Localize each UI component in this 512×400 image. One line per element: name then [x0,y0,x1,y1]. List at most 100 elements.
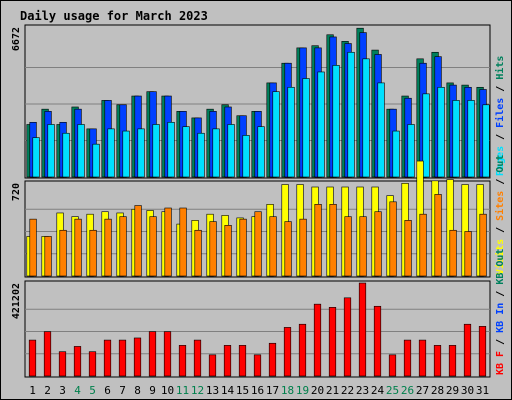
bar-pages [197,132,205,178]
panel-max-label: 720 [11,183,22,201]
bar-kb-f [403,339,412,377]
panel-legend: Pages / Files / Hits [494,56,506,176]
panel-hits_files_pages: 6672 Pages / Files / Hits [11,24,506,179]
day-label: 19 [296,384,309,397]
bar-kb-f [388,354,397,377]
legend-entry: Visits [494,239,506,275]
bar-sites [254,211,262,277]
bar-kb-f [433,345,442,377]
bar-pages [467,100,475,178]
bar-pages [407,124,415,178]
bar-kb-f [208,354,217,377]
bar-kb-f [178,345,187,377]
day-label: 2 [44,384,51,397]
bar-sites [479,213,487,277]
bar-kb-f [418,339,427,377]
bar-pages [257,126,265,178]
bar-pages [62,132,70,178]
day-label: 8 [134,384,141,397]
bar-pages [137,128,145,178]
bar-sites [59,229,67,277]
bar-pages [182,126,190,178]
bar-pages [47,124,55,178]
bar-pages [167,121,175,178]
bar-kb-f [238,345,247,377]
bar-sites [314,204,322,277]
day-label: 6 [104,384,111,397]
bar-pages [227,124,235,178]
legend-separator: / [495,80,506,98]
panel-max-label: 6672 [11,27,22,51]
legend-entry: Sites [494,191,506,221]
bar-kb-f [328,307,337,377]
bar-pages [347,51,355,178]
bar-sites [29,218,37,277]
bar-sites [299,218,307,277]
day-label: 14 [221,384,235,397]
legend-entry: KB Out [495,249,506,285]
bar-kb-f [298,323,307,377]
bar-kb-f [463,323,472,377]
day-label: 15 [236,384,249,397]
day-label: 11 [176,384,189,397]
bar-kb-f [343,297,352,377]
bar-sites [194,229,202,277]
legend-entry: Pages [495,146,506,176]
bar-pages [392,130,400,178]
bar-sites [464,231,472,277]
day-label: 30 [461,384,474,397]
legend-separator: / [495,221,506,239]
bar-kb-f [313,303,322,377]
bar-pages [302,78,310,178]
bar-kb-f [193,339,202,377]
bar-kb-f [73,346,82,377]
day-label: 17 [266,384,279,397]
panel-legend: Visits / Sites / Out [494,155,506,275]
bar-pages [452,100,460,178]
bar-pages [362,58,370,178]
day-label: 13 [206,384,219,397]
bar-kb-f [448,345,457,377]
day-label: 27 [416,384,429,397]
bar-sites [44,236,52,277]
bar-kb-f [283,327,292,377]
legend-separator: / [495,128,506,146]
panel-max-label: 421202 [11,283,22,319]
bar-pages [437,86,445,178]
day-label: 10 [161,384,174,397]
bar-kb-f [58,351,67,377]
legend-entry: KB In [495,303,506,333]
bar-kb-f [118,339,127,377]
bar-sites [149,216,157,277]
legend-separator: / [495,285,506,303]
legend-entry: Hits [494,56,506,80]
legend-separator: / [495,173,506,191]
day-label: 23 [356,384,369,397]
bar-pages [242,135,250,178]
bar-sites [209,221,217,277]
bar-kb-f [28,339,37,377]
bar-kb-f [88,351,97,377]
bar-kb-f [163,331,172,377]
bar-pages [377,82,385,178]
bar-kb-f [103,339,112,377]
day-label: 28 [431,384,444,397]
legend-entry: KB F [495,351,506,375]
day-label: 12 [191,384,204,397]
panel-kbytes: 421202 KB F / KB In / KB Out [11,249,506,378]
bar-kb-f [133,337,142,377]
bar-pages [122,130,130,178]
bar-sites [119,216,127,277]
bar-sites [329,204,337,277]
bar-pages [317,71,325,178]
day-label: 25 [386,384,399,397]
day-label: 26 [401,384,414,397]
bar-kb-f [223,345,232,377]
day-label: 24 [371,384,385,397]
day-label: 18 [281,384,294,397]
bar-pages [92,143,100,178]
day-label: 21 [326,384,339,397]
bar-kb-f [373,305,382,377]
day-label: 1 [29,384,36,397]
bar-kb-f [43,331,52,377]
